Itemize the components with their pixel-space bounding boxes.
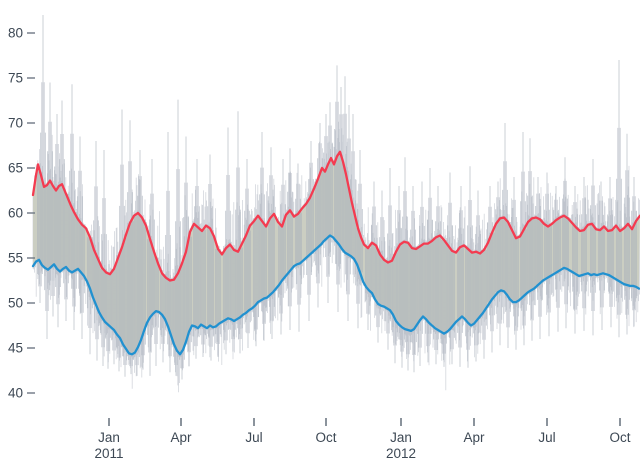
upper-band-line [31, 150, 640, 282]
y-axis-tick-label: 45 [8, 341, 23, 356]
x-axis-month-label: Apr [463, 430, 485, 445]
y-axis-tick-label: 65 [8, 161, 23, 176]
x-axis-year-label: 2011 [94, 446, 123, 461]
y-axis-tick-label: 75 [8, 71, 23, 86]
y-axis-tick-label: 50 [8, 296, 23, 311]
y-axis-tick-label: 55 [8, 251, 23, 266]
y-axis-tick-label: 60 [8, 206, 23, 221]
x-axis-month-label: Oct [609, 430, 630, 445]
y-axis-tick-label: 80 [8, 26, 23, 41]
y-axis-tick-label: 40 [8, 386, 23, 401]
x-axis-year-label: 2012 [386, 446, 416, 461]
x-axis-month-label: Jan [390, 430, 412, 445]
lower-band-line [31, 234, 640, 356]
x-axis-month-label: Jul [538, 430, 555, 445]
x-axis-month-label: Oct [315, 430, 336, 445]
x-axis-month-label: Apr [170, 430, 192, 445]
y-axis-tick-label: 70 [8, 116, 23, 131]
x-axis-month-label: Jul [245, 430, 262, 445]
x-axis-month-label: Jan [98, 430, 120, 445]
noise-spike-lines [37, 15, 637, 380]
